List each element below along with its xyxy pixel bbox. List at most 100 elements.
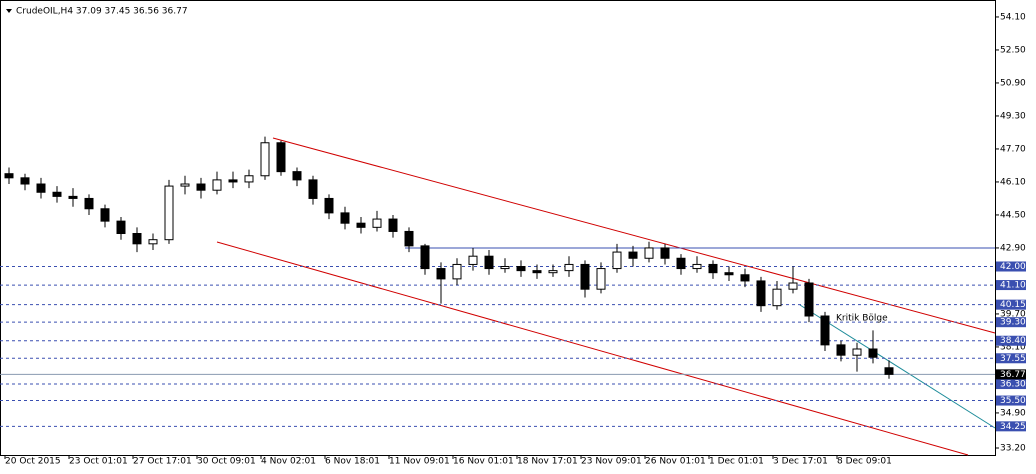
candle-body bbox=[644, 247, 654, 259]
y-tick-label: 38.10 bbox=[1000, 342, 1026, 352]
candle-body bbox=[180, 183, 190, 187]
candle-body bbox=[692, 263, 702, 270]
candle-body bbox=[788, 282, 798, 290]
x-tick-label: 6 Nov 18:01 bbox=[325, 457, 380, 467]
y-tick-label: 33.20 bbox=[1000, 443, 1026, 453]
level-label-box bbox=[996, 299, 1026, 310]
level-label-box bbox=[996, 421, 1026, 432]
candle-body bbox=[52, 191, 62, 197]
candle-body bbox=[132, 233, 142, 245]
candle-body bbox=[244, 175, 254, 183]
y-tick-label: 44.50 bbox=[1000, 210, 1026, 220]
y-tick-label: 54.10 bbox=[1000, 12, 1026, 22]
x-tick-label: 27 Oct 17:01 bbox=[133, 457, 192, 467]
candle-body bbox=[820, 315, 830, 346]
y-tick-label: 50.90 bbox=[1000, 78, 1026, 88]
level-label-box bbox=[996, 379, 1026, 390]
candle-body bbox=[372, 218, 382, 228]
x-tick-label: 8 Dec 09:01 bbox=[837, 457, 892, 467]
candle-body bbox=[628, 251, 638, 259]
level-label-box bbox=[996, 261, 1026, 272]
plot-frame bbox=[0, 0, 996, 456]
candle-body bbox=[724, 272, 734, 276]
candle-body bbox=[580, 263, 590, 290]
y-tick-label: 52.50 bbox=[1000, 45, 1026, 55]
candle-body bbox=[36, 183, 46, 193]
level-label: 34.25 bbox=[1000, 422, 1026, 432]
channel-lower bbox=[216, 241, 969, 456]
x-tick-label: 26 Nov 01:01 bbox=[645, 457, 706, 467]
candle-body bbox=[756, 280, 766, 307]
x-tick-label: 3 Dec 17:01 bbox=[773, 457, 828, 467]
x-tick-label: 1 Dec 01:01 bbox=[709, 457, 764, 467]
channel-upper bbox=[272, 137, 996, 334]
x-tick-label: 30 Oct 09:01 bbox=[197, 457, 256, 467]
candle-body bbox=[868, 348, 878, 358]
candle-body bbox=[660, 247, 670, 259]
x-tick-label: 16 Nov 01:01 bbox=[453, 457, 514, 467]
candle-body bbox=[228, 179, 238, 183]
level-label-box bbox=[996, 395, 1026, 406]
candle-body bbox=[612, 251, 622, 270]
level-label: 39.30 bbox=[1000, 318, 1026, 328]
candle-body bbox=[884, 367, 894, 375]
y-tick-label: 34.90 bbox=[1000, 408, 1026, 418]
chart-title: CrudeOIL,H4 37.09 37.45 36.56 36.77 bbox=[16, 7, 188, 17]
level-label: 40.15 bbox=[1000, 300, 1026, 310]
candle-body bbox=[772, 288, 782, 307]
candle-body bbox=[356, 222, 366, 228]
candle-body bbox=[4, 173, 14, 179]
candle-body bbox=[20, 177, 30, 185]
candle-body bbox=[836, 344, 846, 356]
candle-body bbox=[532, 270, 542, 274]
candle-body bbox=[484, 255, 494, 270]
candle-body bbox=[852, 348, 862, 356]
candle-body bbox=[452, 263, 462, 280]
level-label-box bbox=[996, 353, 1026, 364]
candle-body bbox=[68, 195, 78, 199]
y-tick-label: 42.90 bbox=[1000, 243, 1026, 253]
candle-body bbox=[84, 197, 94, 210]
x-tick-label: 23 Nov 09:01 bbox=[581, 457, 642, 467]
level-label: 35.50 bbox=[1000, 396, 1026, 406]
y-tick-label: 39.70 bbox=[1000, 309, 1026, 319]
candle-body bbox=[340, 212, 350, 224]
candle-body bbox=[100, 208, 110, 222]
candle-body bbox=[404, 230, 414, 247]
candle-body bbox=[468, 255, 478, 265]
candle-body bbox=[164, 185, 174, 241]
candle-body bbox=[212, 179, 222, 191]
level-label: 42.00 bbox=[1000, 262, 1026, 272]
x-tick-label: 18 Nov 17:01 bbox=[517, 457, 578, 467]
candle-body bbox=[708, 263, 718, 274]
candle-body bbox=[436, 268, 446, 280]
candle-body bbox=[548, 270, 558, 274]
y-tick-label: 46.10 bbox=[1000, 177, 1026, 187]
y-tick-label: 47.70 bbox=[1000, 144, 1026, 154]
candle-body bbox=[804, 282, 814, 317]
candle-body bbox=[516, 266, 526, 272]
candle-body bbox=[196, 183, 206, 191]
x-tick-label: 4 Nov 02:01 bbox=[261, 457, 316, 467]
current-price-label: 36.77 bbox=[1000, 370, 1026, 380]
level-label: 37.55 bbox=[1000, 354, 1026, 364]
y-tick-label: 49.30 bbox=[1000, 111, 1026, 121]
candle-body bbox=[564, 263, 574, 272]
level-label-box bbox=[996, 335, 1026, 346]
candle-body bbox=[324, 197, 334, 214]
x-tick-label: 20 Oct 2015 bbox=[5, 457, 61, 467]
candle-body bbox=[596, 268, 606, 290]
candle-body bbox=[292, 171, 302, 181]
candle-body bbox=[500, 266, 510, 270]
annotation: Kritik Bölge bbox=[836, 314, 888, 324]
menu-arrow[interactable] bbox=[6, 9, 12, 13]
x-tick-label: 11 Nov 09:01 bbox=[389, 457, 450, 467]
candle-body bbox=[308, 179, 318, 199]
level-label: 38.40 bbox=[1000, 336, 1026, 346]
candle-body bbox=[260, 142, 270, 177]
current-price-box bbox=[996, 369, 1026, 380]
candle-body bbox=[276, 142, 286, 173]
candle-body bbox=[116, 220, 126, 235]
